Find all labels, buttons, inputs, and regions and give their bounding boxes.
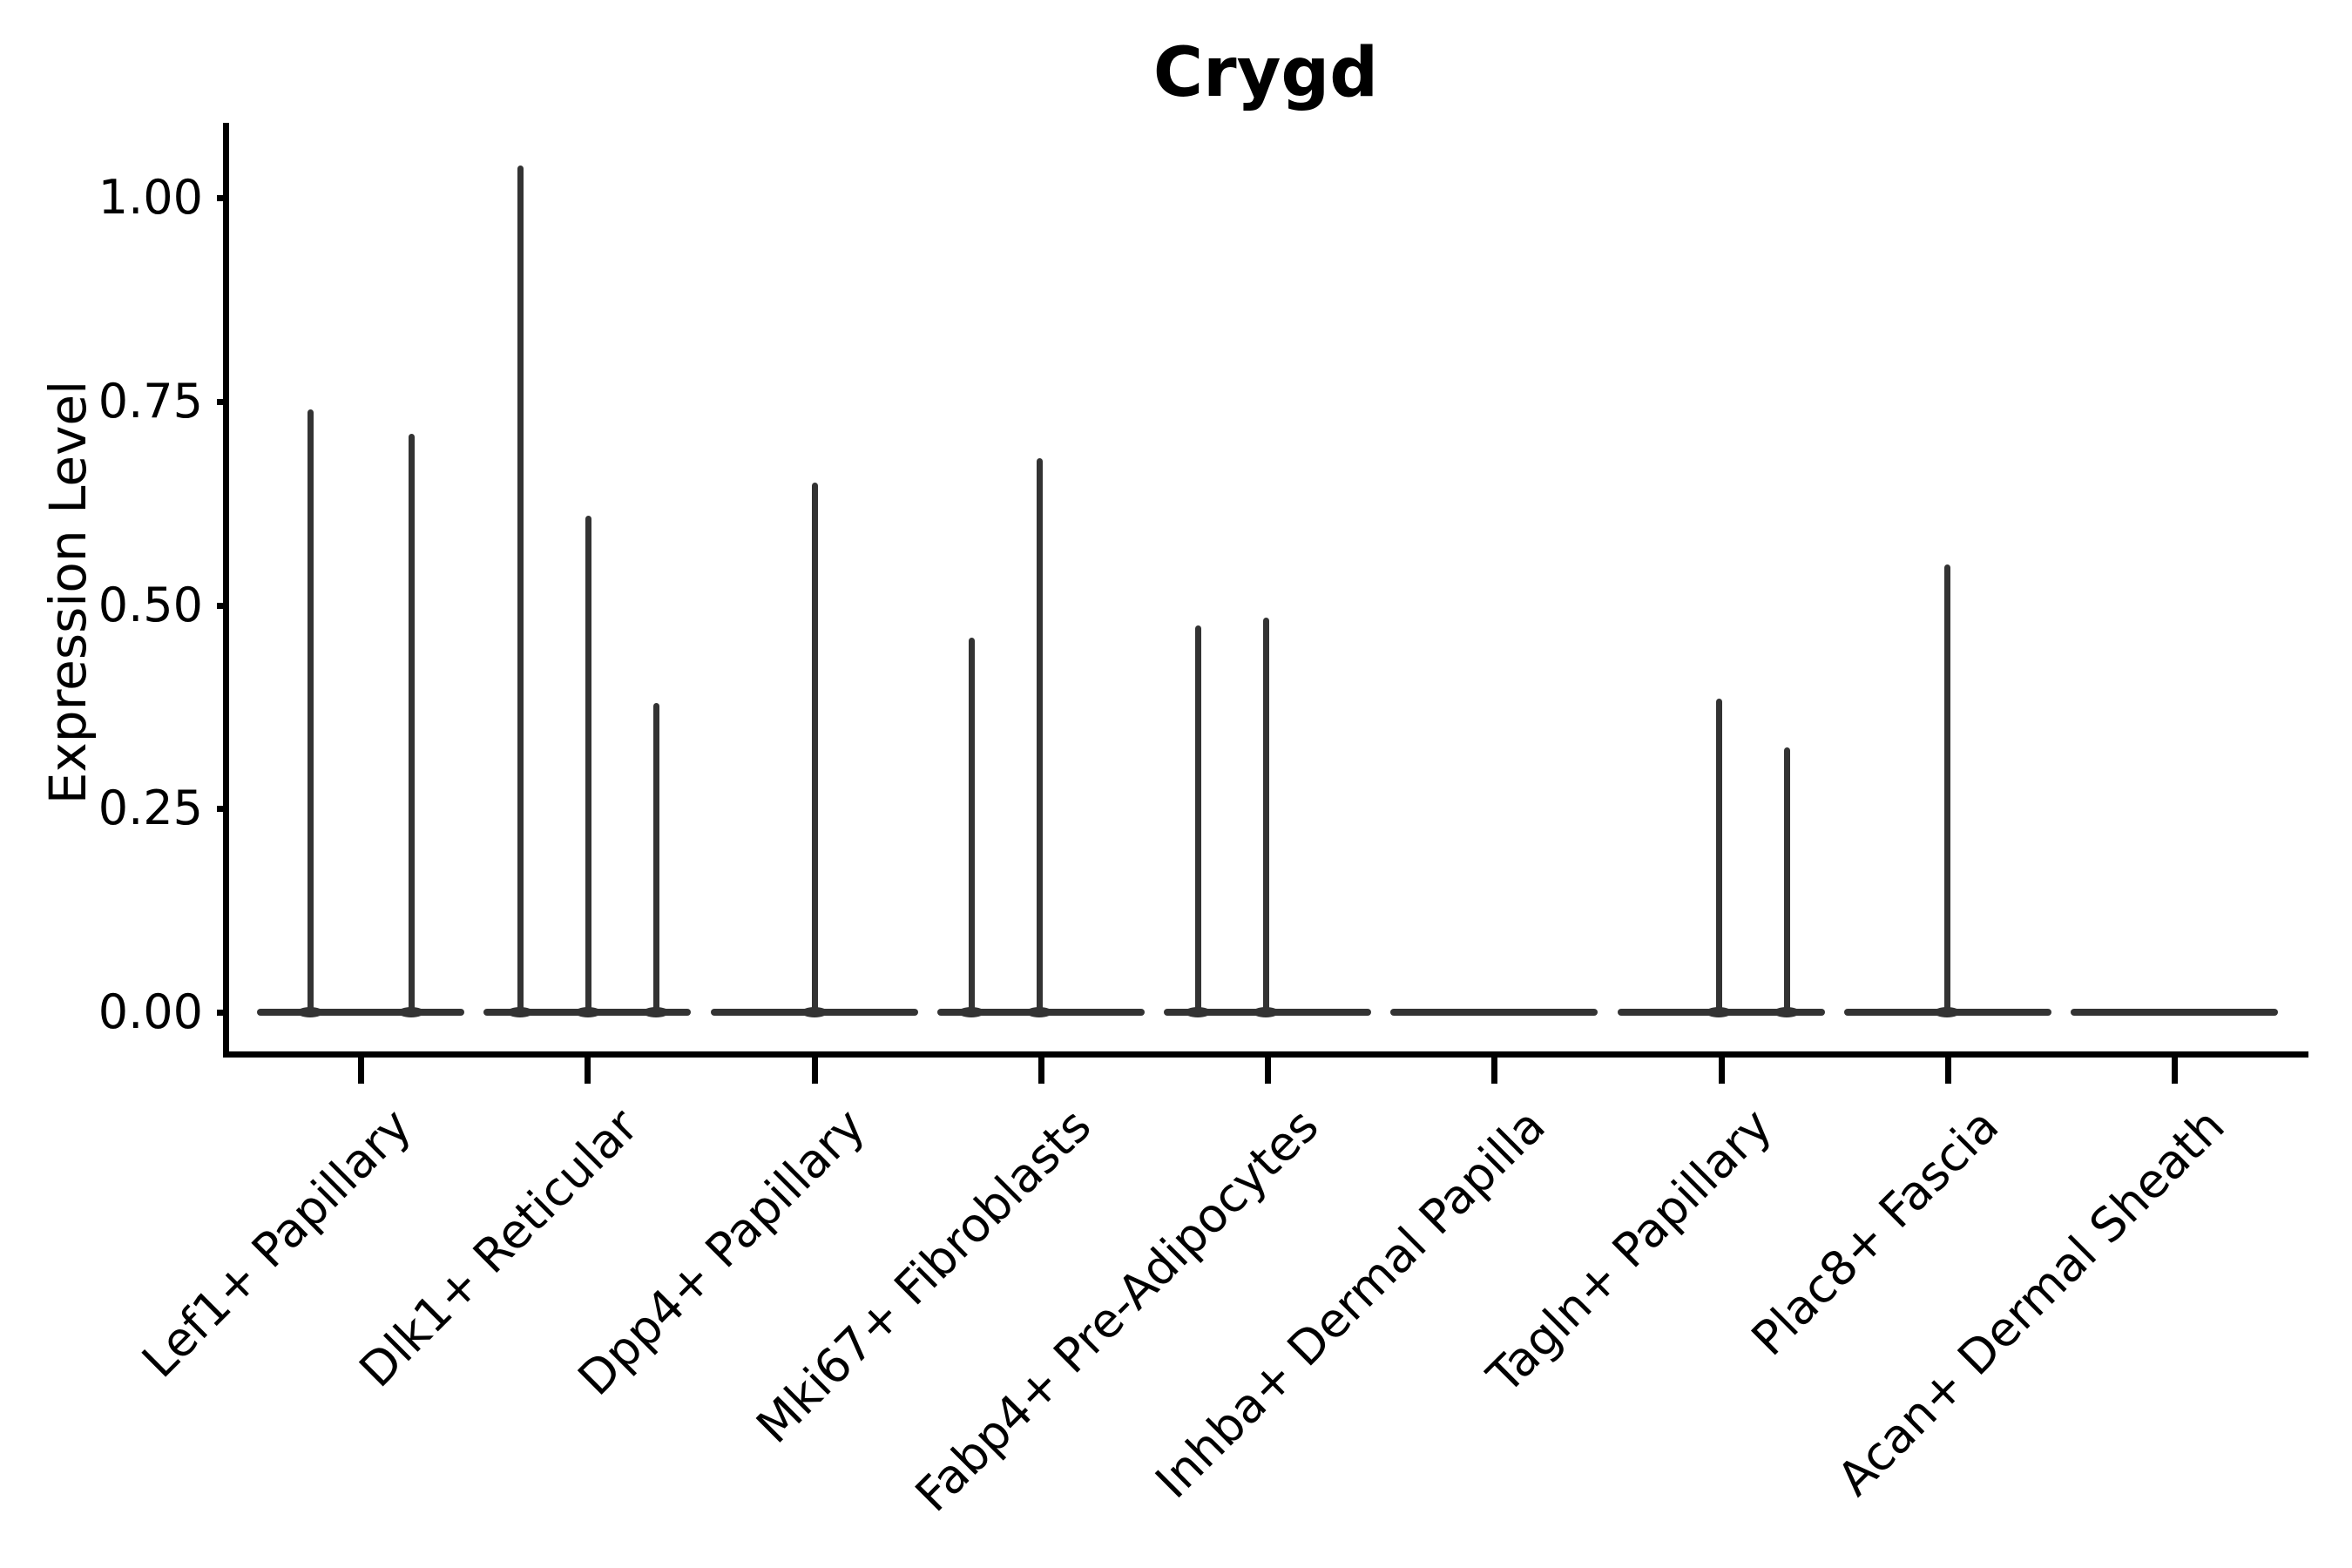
violin-spike — [812, 483, 818, 1015]
x-tick — [1265, 1058, 1271, 1084]
x-tick-label: Fabp4+ Pre-Adipocytes — [904, 1098, 1329, 1523]
violin-spike — [969, 637, 975, 1015]
y-tick-label: 0.50 — [98, 577, 203, 632]
y-tick — [217, 398, 229, 405]
violin-spike — [517, 165, 524, 1015]
y-tick-label: 0.25 — [98, 781, 203, 836]
violin-flare — [297, 1007, 323, 1017]
x-tick — [1491, 1058, 1498, 1084]
violin-spike — [308, 409, 314, 1015]
violin-spike — [409, 434, 415, 1015]
x-tick — [811, 1058, 818, 1084]
violin-spike — [1784, 747, 1790, 1015]
violin-spike — [1944, 564, 1950, 1015]
x-tick — [1944, 1058, 1951, 1084]
violin-flare — [575, 1007, 601, 1017]
violin-flare — [1253, 1007, 1279, 1017]
violin-baseline — [1390, 1009, 1598, 1016]
violin-flare — [507, 1007, 533, 1017]
violin-spike — [585, 515, 591, 1015]
y-tick — [217, 806, 229, 813]
violin-flare — [1774, 1007, 1800, 1017]
violin-baseline — [257, 1009, 464, 1016]
y-tick-label: 0.00 — [98, 984, 203, 1039]
x-tick — [1037, 1058, 1044, 1084]
violin-flare — [643, 1007, 669, 1017]
x-tick — [585, 1058, 591, 1084]
y-tick-label: 1.00 — [98, 170, 203, 225]
chart-title: Crygd — [1152, 34, 1379, 112]
violin-spike — [1037, 458, 1043, 1015]
violin-flare — [1934, 1007, 1960, 1017]
x-tick-label: Acan+ Dermal Sheath — [1827, 1098, 2236, 1507]
violin-spike — [1195, 625, 1201, 1015]
x-tick — [2172, 1058, 2178, 1084]
violin-spike — [1263, 617, 1269, 1015]
violin-spike — [653, 702, 659, 1015]
violin-flare — [1026, 1007, 1052, 1017]
violin-spike — [1716, 699, 1722, 1015]
y-tick — [217, 602, 229, 609]
violin-flare — [398, 1007, 424, 1017]
violin-flare — [1706, 1007, 1732, 1017]
x-tick — [358, 1058, 364, 1084]
x-tick-label: Inhba+ Dermal Papilla — [1144, 1098, 1556, 1510]
x-tick — [1718, 1058, 1725, 1084]
y-tick — [217, 1010, 229, 1016]
x-axis-spine — [223, 1051, 2308, 1058]
violin-flare — [1185, 1007, 1211, 1017]
violin-baseline — [2071, 1009, 2278, 1016]
violin-flare — [958, 1007, 984, 1017]
violin-flare — [801, 1007, 828, 1017]
y-axis-spine — [223, 123, 229, 1058]
y-tick-label: 0.75 — [98, 373, 203, 429]
y-tick — [217, 195, 229, 201]
